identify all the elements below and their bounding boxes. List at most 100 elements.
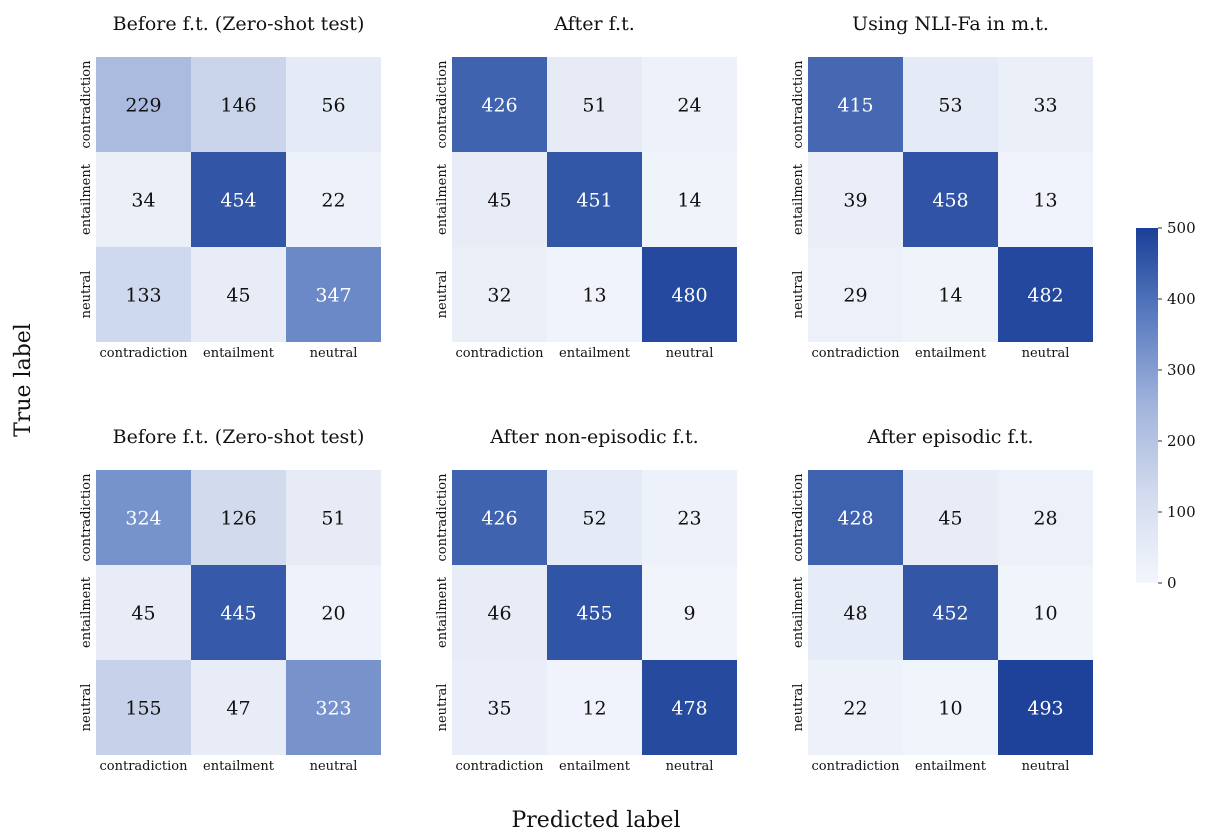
cell-value-label: 47 xyxy=(226,698,250,720)
colorbar-tick-label: 0 xyxy=(1167,574,1177,592)
heatmap-cell xyxy=(998,660,1093,755)
y-tick-label: neutral xyxy=(435,684,450,732)
x-tick-label: contradiction xyxy=(811,346,900,361)
y-tick-label: contradiction xyxy=(791,60,806,149)
cell-value-label: 28 xyxy=(1033,508,1057,530)
heatmap-cell xyxy=(642,152,737,247)
cell-value-label: 45 xyxy=(226,285,250,307)
heatmap-cell xyxy=(998,57,1093,152)
heatmap-cell xyxy=(96,152,191,247)
heatmap-panel: After f.t. 426 51 24 45 451 14 32 13 480 contradic… xyxy=(435,13,737,361)
colorbar-ticks: 0 100 200 300 400 500 xyxy=(1158,219,1196,592)
heatmap-cell xyxy=(642,565,737,660)
x-tick-label: neutral xyxy=(666,346,714,361)
heatmap-cell xyxy=(96,470,191,565)
heatmap-cell xyxy=(286,247,381,342)
cell-value-label: 14 xyxy=(938,285,962,307)
y-tick-label: neutral xyxy=(79,684,94,732)
x-tick-label: entailment xyxy=(915,346,987,361)
y-tick-label: entailment xyxy=(435,163,450,235)
heatmap-cell xyxy=(998,247,1093,342)
heatmap-panel: Before f.t. (Zero-shot test) 324 126 51 45 44… xyxy=(79,426,381,774)
cell-value-label: 33 xyxy=(1033,95,1057,117)
colorbar-tick-label: 500 xyxy=(1167,219,1196,237)
heatmap-cell xyxy=(547,470,642,565)
x-axis-label: Predicted label xyxy=(511,808,680,833)
heatmap-cell xyxy=(642,57,737,152)
y-axis-label: True label xyxy=(11,323,36,437)
heatmap-cell xyxy=(286,152,381,247)
y-tick-label: contradiction xyxy=(79,473,94,562)
cell-value-label: 146 xyxy=(220,95,256,117)
heatmap-cell xyxy=(452,660,547,755)
cell-value-label: 29 xyxy=(843,285,867,307)
heatmap-panel: After episodic f.t. 428 45 28 48 452 10 22 10 493… xyxy=(791,426,1093,774)
heatmap-cell xyxy=(96,247,191,342)
cell-value-label: 23 xyxy=(677,508,701,530)
cell-value-label: 20 xyxy=(321,603,345,625)
cell-value-label: 452 xyxy=(932,603,968,625)
heatmap-cell xyxy=(191,152,286,247)
y-tick-label: contradiction xyxy=(79,60,94,149)
heatmap-cell xyxy=(903,57,998,152)
cell-value-label: 24 xyxy=(677,95,701,117)
y-tick-label: neutral xyxy=(791,684,806,732)
x-tick-label: contradiction xyxy=(811,759,900,774)
cell-value-label: 451 xyxy=(576,190,612,212)
cell-value-label: 48 xyxy=(843,603,867,625)
cell-value-label: 445 xyxy=(220,603,256,625)
cell-value-label: 426 xyxy=(481,95,517,117)
x-tick-label: contradiction xyxy=(99,759,188,774)
heatmap-cell xyxy=(191,57,286,152)
cell-value-label: 34 xyxy=(131,190,155,212)
x-tick-label: neutral xyxy=(1022,346,1070,361)
heatmap-cell xyxy=(452,470,547,565)
y-tick-label: entailment xyxy=(791,576,806,648)
heatmap-panel: After non-episodic f.t. 426 52 23 46 455 9 35 12… xyxy=(435,426,737,774)
cell-value-label: 51 xyxy=(582,95,606,117)
heatmap-cell xyxy=(286,57,381,152)
heatmap-cell xyxy=(547,57,642,152)
cell-value-label: 32 xyxy=(487,285,511,307)
cell-value-label: 458 xyxy=(932,190,968,212)
cell-value-label: 415 xyxy=(837,95,873,117)
x-tick-label: neutral xyxy=(1022,759,1070,774)
heatmap-panel: Using NLI-Fa in m.t. 415 53 33 39 458 13 29 14 48… xyxy=(791,13,1093,361)
cell-value-label: 10 xyxy=(1033,603,1057,625)
cell-value-label: 126 xyxy=(220,508,256,530)
cell-value-label: 12 xyxy=(582,698,606,720)
x-tick-label: neutral xyxy=(310,346,358,361)
cell-value-label: 347 xyxy=(315,285,351,307)
y-tick-label: contradiction xyxy=(435,60,450,149)
y-tick-label: contradiction xyxy=(791,473,806,562)
panel-title: Before f.t. (Zero-shot test) xyxy=(113,426,365,448)
heatmap-cell xyxy=(998,470,1093,565)
heatmap-cell xyxy=(96,565,191,660)
heatmap-cell xyxy=(547,247,642,342)
y-tick-label: neutral xyxy=(435,271,450,319)
cell-value-label: 35 xyxy=(487,698,511,720)
heatmap-cell xyxy=(998,152,1093,247)
cell-value-label: 52 xyxy=(582,508,606,530)
x-tick-label: entailment xyxy=(203,346,275,361)
cell-value-label: 10 xyxy=(938,698,962,720)
heatmap-cell xyxy=(642,660,737,755)
heatmap-cell xyxy=(642,470,737,565)
y-tick-label: entailment xyxy=(79,576,94,648)
colorbar-tick-label: 400 xyxy=(1167,290,1196,308)
heatmap-cell xyxy=(452,57,547,152)
heatmap-cell xyxy=(903,152,998,247)
heatmap-cell xyxy=(452,152,547,247)
cell-value-label: 39 xyxy=(843,190,867,212)
y-tick-label: contradiction xyxy=(435,473,450,562)
heatmap-cell xyxy=(286,660,381,755)
cell-value-label: 493 xyxy=(1027,698,1063,720)
cell-value-label: 229 xyxy=(125,95,161,117)
cell-value-label: 45 xyxy=(487,190,511,212)
colorbar-tick-label: 100 xyxy=(1167,503,1196,521)
cell-value-label: 428 xyxy=(837,508,873,530)
cell-value-label: 323 xyxy=(315,698,351,720)
heatmap-cell xyxy=(452,247,547,342)
cell-value-label: 454 xyxy=(220,190,256,212)
cell-value-label: 45 xyxy=(938,508,962,530)
